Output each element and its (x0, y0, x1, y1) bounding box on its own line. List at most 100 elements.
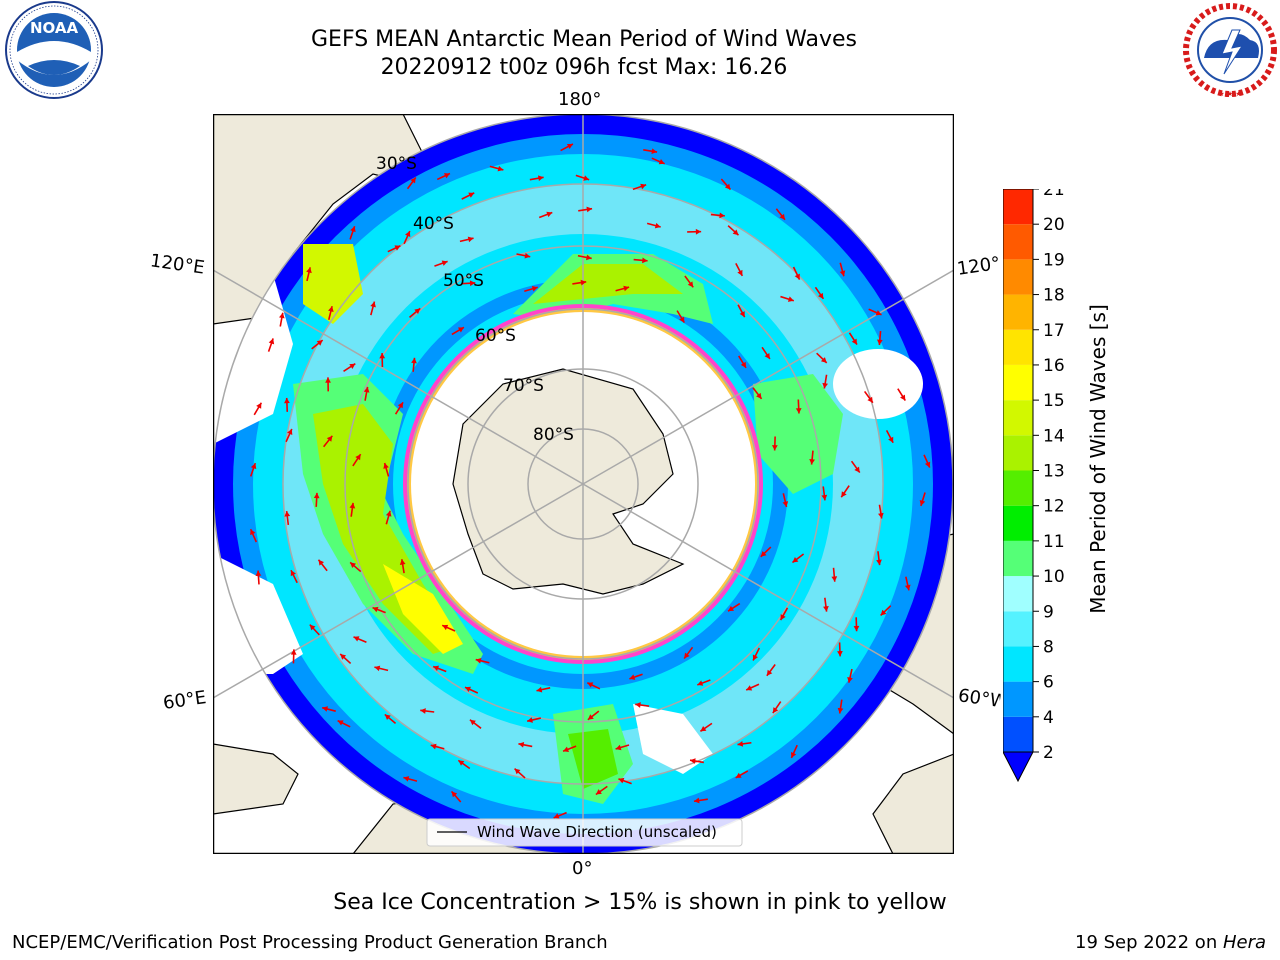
colorbar-bin (1003, 681, 1033, 717)
wave-direction-arrowhead (457, 327, 464, 333)
wave-direction-arrowhead (350, 226, 356, 233)
svg-text:★ ★ ★: ★ ★ ★ (1218, 90, 1241, 98)
wave-direction-arrowhead (822, 382, 829, 389)
colorbar-bin (1003, 189, 1033, 225)
wave-direction-arrowhead (349, 502, 356, 509)
wave-direction-arrowhead (787, 296, 794, 302)
wave-direction-arrowhead (772, 707, 779, 714)
wave-direction-arrowhead (475, 657, 482, 664)
lon-label-120e: 120°E (148, 250, 206, 279)
wave-direction-arrowhead (771, 445, 778, 451)
wave-direction-arrowhead (524, 252, 531, 259)
wave-direction-arrowhead (536, 686, 543, 693)
wave-direction-arrowhead (443, 173, 450, 179)
wave-direction-arrowhead (821, 494, 828, 501)
wave-direction-arrowhead (615, 744, 622, 751)
map-panel: 30°S 40°S 50°S 60°S 70°S 80°S Wind Wave … (213, 114, 954, 854)
colorbar-tick-label: 18 (1043, 286, 1065, 306)
wave-direction-arrowhead (635, 702, 641, 708)
wave-direction-arrowhead (255, 570, 262, 576)
wave-direction-arrowhead (746, 685, 753, 691)
wave-direction-arrowhead (580, 279, 587, 286)
lat-label-40s: 40°S (413, 214, 454, 234)
wave-direction-arrowhead (847, 676, 853, 683)
wave-direction-arrowhead (756, 392, 762, 399)
chart-subtitle: 20220912 t00z 096h fcst Max: 16.26 (380, 55, 788, 80)
colorbar-tick-label: 11 (1043, 532, 1065, 552)
wave-direction-arrowhead (363, 386, 370, 393)
wave-direction-arrowhead (313, 492, 320, 499)
wave-direction-arrowhead (405, 231, 411, 238)
wave-direction-arrowhead (779, 213, 785, 220)
wave-direction-arrowhead (831, 576, 838, 582)
wave-direction-arrowhead (737, 269, 743, 276)
lat-label-30s: 30°S (376, 154, 417, 174)
wave-direction-arrowhead (760, 551, 767, 557)
wave-direction-arrowhead (256, 402, 262, 409)
wave-direction-arrowhead (735, 772, 742, 778)
nws-logo: ★ ★ ★ (1183, 3, 1277, 98)
wave-direction-arrowhead (782, 501, 789, 507)
wave-direction-arrowhead (442, 624, 449, 631)
wave-direction-arrowhead (876, 339, 883, 345)
wave-direction-arrowhead (587, 714, 594, 720)
wave-direction-arrowhead (818, 292, 824, 299)
wave-direction-arrowhead (322, 706, 329, 712)
colorbar-bin (1003, 470, 1033, 506)
wave-direction-arrowhead (309, 624, 316, 631)
lat-label-70s: 70°S (503, 376, 544, 396)
wave-direction-arrowhead (316, 340, 323, 346)
wave-direction-arrowhead (546, 211, 553, 218)
wave-direction-arrowhead (497, 165, 504, 172)
wave-direction-arrowhead (279, 312, 285, 319)
wave-direction-arrowhead (700, 725, 707, 732)
wave-direction-arrowhead (410, 177, 416, 184)
meridians (213, 114, 954, 854)
colorbar-tick-label: 2 (1043, 743, 1054, 763)
wave-direction-arrowhead (919, 499, 926, 506)
lat-label-60s: 60°S (475, 326, 516, 346)
colorbar-bin (1003, 716, 1033, 752)
colorbar-tick-label: 10 (1043, 567, 1065, 587)
colorbar-bin (1003, 329, 1033, 365)
colorbar-tick-label: 17 (1043, 321, 1065, 341)
wave-direction-arrowhead (809, 459, 815, 465)
wave-direction-arrowhead (587, 682, 594, 688)
colorbar-bin (1003, 224, 1033, 260)
credit-host: Hera (1222, 932, 1266, 953)
wave-direction-arrowhead (433, 665, 440, 672)
wave-direction-arrowhead (876, 559, 882, 566)
sea-ice-footnote: Sea Ice Concentration > 15% is shown in … (333, 890, 947, 915)
noaa-logo-text: NOAA (30, 19, 79, 37)
colorbar-tick-label: 8 (1043, 637, 1054, 657)
wave-direction-arrowhead (306, 267, 312, 274)
colorbar-tick-label: 16 (1043, 356, 1065, 376)
wave-direction-arrowhead (553, 813, 560, 819)
wave-direction-arrowhead (695, 228, 702, 235)
wave-direction-arrowhead (328, 306, 334, 312)
wave-direction-arrowhead (790, 751, 797, 758)
wave-direction-arrowhead (595, 789, 602, 795)
wind-wave-arrows (249, 143, 931, 819)
wave-direction-arrowhead (586, 206, 593, 213)
wave-direction-arrowhead (739, 311, 745, 318)
legend-label: Wind Wave Direction (unscaled) (477, 823, 717, 841)
wave-direction-arrowhead (394, 245, 401, 251)
wave-direction-arrowhead (430, 743, 437, 750)
wave-direction-arrowhead (585, 254, 592, 261)
colorbar-tick-label: 12 (1043, 497, 1065, 517)
wave-direction-arrowhead (287, 428, 293, 435)
colorbar-label: Mean Period of Wind Waves [s] (1086, 304, 1110, 614)
lon-label-60e: 60°E (161, 687, 208, 714)
credit-date-text: 19 Sep 2022 on (1075, 932, 1223, 953)
colorbar-bin (1003, 364, 1033, 401)
wave-direction-arrowhead (697, 680, 704, 686)
wave-direction-arrowhead (904, 584, 911, 591)
lat-label-50s: 50°S (443, 271, 484, 291)
colorbar-tick-label: 20 (1043, 215, 1065, 235)
wave-direction-arrowhead (514, 768, 521, 775)
wave-direction-arrowhead (337, 720, 344, 726)
wave-direction-arrowhead (531, 285, 538, 292)
noaa-logo: NOAA (5, 1, 103, 99)
wave-direction-arrowhead (880, 609, 887, 616)
